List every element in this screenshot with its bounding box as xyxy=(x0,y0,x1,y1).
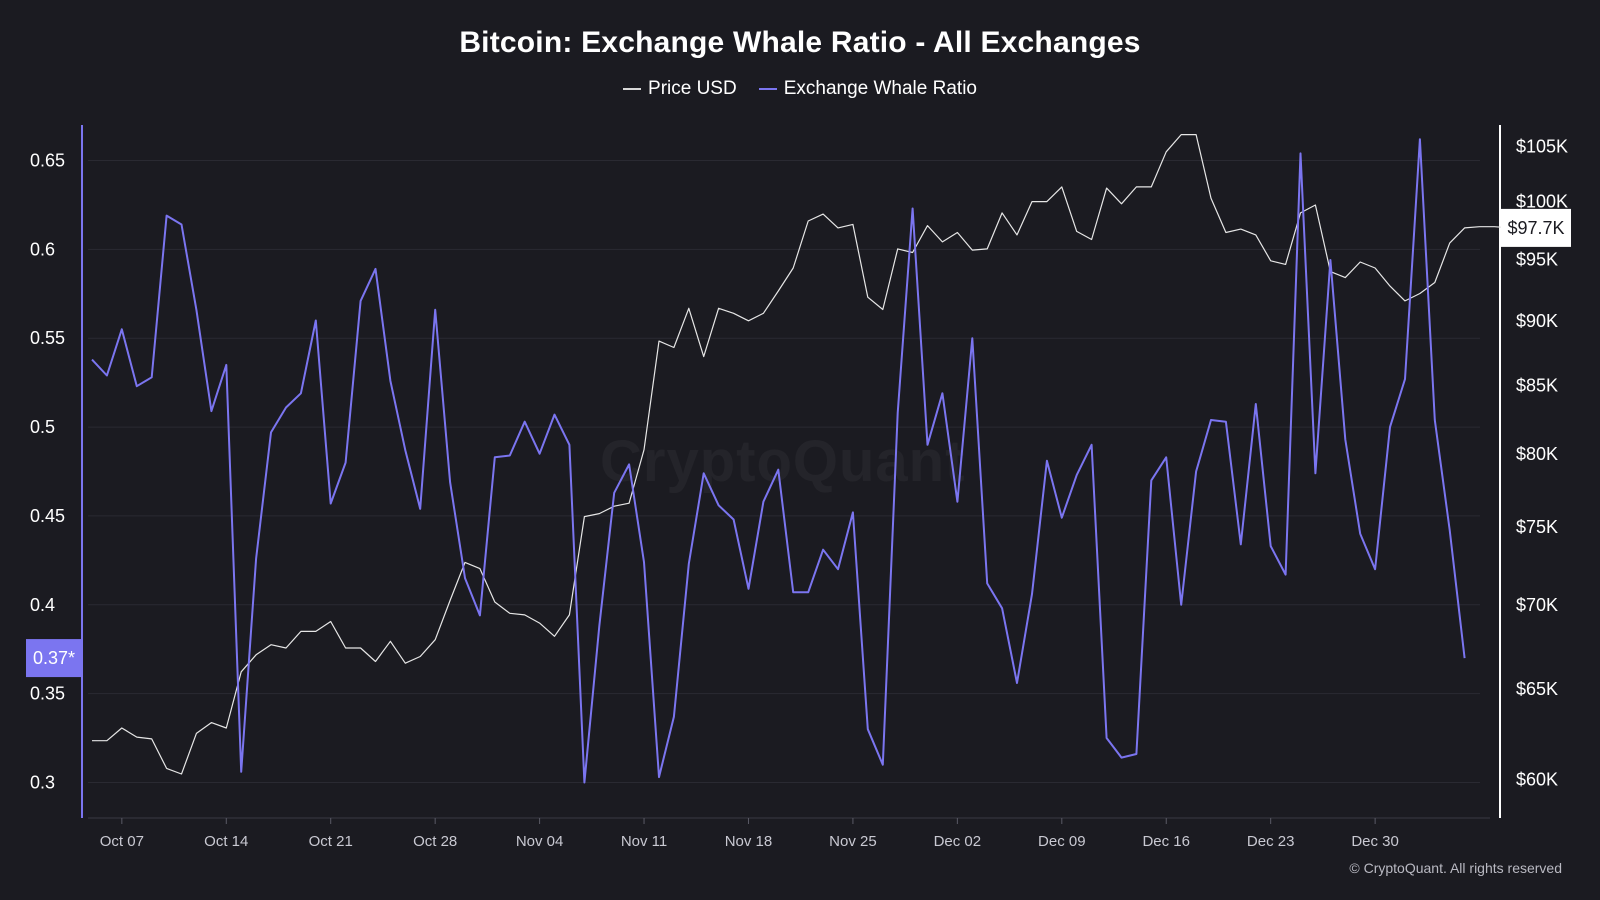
x-tick-label: Dec 02 xyxy=(934,833,982,850)
last-value-label-price: $97.7K xyxy=(1507,218,1564,238)
legend-item-whale-ratio[interactable]: Exchange Whale Ratio xyxy=(758,78,977,100)
y-right-tick-label: $75K xyxy=(1516,517,1558,537)
y-left-tick-label: 0.35 xyxy=(30,684,65,704)
x-tick-label: Dec 16 xyxy=(1142,833,1190,850)
y-right-tick-label: $70K xyxy=(1516,595,1558,615)
y-left-tick-label: 0.4 xyxy=(30,595,55,615)
x-tick-label: Oct 28 xyxy=(413,833,457,850)
last-value-badge-price xyxy=(1501,208,1571,247)
y-left-tick-label: 0.65 xyxy=(30,151,65,171)
legend-label-price: Price USD xyxy=(648,78,737,99)
y-right-tick-label: $65K xyxy=(1516,679,1558,699)
legend-label-whale-ratio: Exchange Whale Ratio xyxy=(783,78,977,99)
y-right-tick-label: $95K xyxy=(1516,250,1558,270)
legend-item-price[interactable]: Price USD xyxy=(623,78,737,100)
y-right-tick-label: $105K xyxy=(1516,136,1568,156)
y-right-tick-label: $90K xyxy=(1516,311,1558,331)
x-tick-label: Nov 25 xyxy=(829,833,877,850)
whale-ratio-line[interactable] xyxy=(91,138,1466,784)
x-tick-label: Dec 09 xyxy=(1038,833,1086,850)
y-right-tick-label: $85K xyxy=(1516,375,1558,395)
legend-swatch-whale-ratio xyxy=(758,88,777,90)
x-tick-label: Nov 18 xyxy=(725,833,773,850)
y-right-tick-label: $60K xyxy=(1516,770,1558,790)
price-line[interactable] xyxy=(92,134,1510,775)
watermark: CryptoQuant xyxy=(600,428,965,495)
y-right-tick-label: $100K xyxy=(1516,192,1568,212)
chart-title: Bitcoin: Exchange Whale Ratio - All Exch… xyxy=(459,26,1141,59)
y-left-tick-label: 0.55 xyxy=(30,328,65,348)
y-left-tick-label: 0.6 xyxy=(30,239,55,259)
x-tick-label: Dec 30 xyxy=(1351,833,1399,850)
copyright-text: © CryptoQuant. All rights reserved xyxy=(1349,860,1562,876)
last-value-badge-whale xyxy=(26,639,82,678)
x-tick-label: Nov 04 xyxy=(516,833,564,850)
legend-swatch-price xyxy=(623,88,642,90)
y-left-tick-label: 0.3 xyxy=(30,772,55,792)
x-tick-label: Oct 21 xyxy=(309,833,353,850)
y-right-tick-label: $80K xyxy=(1516,444,1558,464)
x-tick-label: Oct 07 xyxy=(100,833,144,850)
x-tick-label: Oct 14 xyxy=(204,833,248,850)
x-tick-label: Nov 11 xyxy=(621,833,667,850)
y-left-tick-label: 0.45 xyxy=(30,506,65,526)
x-tick-label: Dec 23 xyxy=(1247,833,1295,850)
chart-legend: Price USD Exchange Whale Ratio xyxy=(0,78,1600,100)
last-value-label-whale: 0.37* xyxy=(33,648,75,668)
y-left-tick-label: 0.5 xyxy=(30,417,55,437)
